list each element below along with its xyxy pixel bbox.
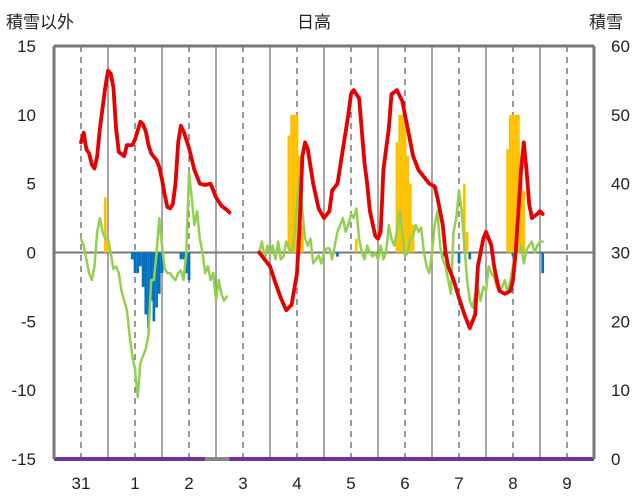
x-tick-label: 5 [346, 474, 355, 493]
orange-bar [508, 114, 512, 253]
y-right-tick-label: 50 [611, 106, 630, 125]
blue-bar [149, 252, 153, 301]
left-axis-title: 積雪以外 [6, 13, 74, 32]
y-left-tick-label: -5 [21, 312, 36, 331]
blue-bar [182, 252, 185, 260]
y-left-tick-label: 15 [17, 37, 36, 56]
orange-bar [355, 238, 358, 253]
orange-bar [403, 114, 407, 253]
blue-bar [187, 252, 191, 281]
y-right-tick-label: 0 [611, 450, 620, 469]
orange-bar [514, 114, 518, 253]
orange-bar [406, 156, 410, 253]
x-tick-label: 4 [292, 474, 301, 493]
y-right-tick-label: 20 [611, 312, 630, 331]
blue-bar [147, 252, 150, 329]
blue-bar [141, 252, 145, 287]
y-right-tick-label: 40 [611, 175, 630, 194]
orange-bar [400, 114, 404, 253]
orange-bar [463, 183, 466, 253]
orange-bar [290, 114, 293, 253]
blue-bar [157, 252, 161, 294]
y-left-tick-label: 10 [17, 106, 36, 125]
orange-bar [103, 197, 107, 253]
blue-bar [144, 252, 148, 315]
orange-bar [522, 190, 526, 253]
x-tick-label: 8 [508, 474, 517, 493]
chart-title: 日高 [297, 13, 331, 32]
orange-bar [519, 156, 523, 253]
blue-bar [336, 252, 339, 257]
right-axis-title: 積雪 [589, 13, 623, 32]
y-right-tick-label: 60 [611, 37, 630, 56]
blue-bar [468, 252, 472, 260]
orange-bar [292, 114, 296, 253]
blue-bar [179, 252, 183, 260]
blue-bar [457, 252, 461, 264]
blue-bar [133, 252, 137, 274]
blue-bar [511, 252, 515, 257]
blue-bar [160, 252, 164, 274]
blue-bar [139, 252, 142, 267]
blue-bar [155, 252, 158, 308]
orange-bar [287, 135, 291, 253]
orange-bar [511, 114, 515, 253]
red-series-line [79, 68, 232, 215]
orange-bar [398, 114, 401, 253]
orange-bar [465, 231, 469, 253]
blue-bar [152, 252, 156, 322]
green-series-line [79, 171, 229, 399]
x-tick-label: 3 [238, 474, 247, 493]
y-left-tick-label: -10 [11, 381, 36, 400]
orange-bar [506, 149, 509, 253]
blue-bar [130, 252, 134, 260]
y-right-tick-label: 10 [611, 381, 630, 400]
orange-bar [106, 238, 110, 253]
x-tick-label: 2 [184, 474, 193, 493]
y-right-tick-label: 30 [611, 244, 630, 263]
orange-bar [295, 114, 299, 253]
red-series-line [257, 88, 545, 331]
blue-bar [136, 252, 140, 274]
orange-bar [301, 224, 304, 253]
orange-bar [409, 183, 412, 253]
blue-bar [541, 252, 545, 274]
y-left-tick-label: -15 [11, 450, 36, 469]
y-left-tick-label: 5 [27, 175, 36, 194]
x-tick-label: 31 [72, 474, 91, 493]
x-tick-label: 7 [454, 474, 463, 493]
x-tick-label: 9 [562, 474, 571, 493]
y-left-tick-label: 0 [27, 244, 36, 263]
x-tick-label: 1 [130, 474, 139, 493]
x-tick-label: 6 [400, 474, 409, 493]
orange-bar [411, 224, 415, 253]
orange-bar [395, 142, 399, 253]
